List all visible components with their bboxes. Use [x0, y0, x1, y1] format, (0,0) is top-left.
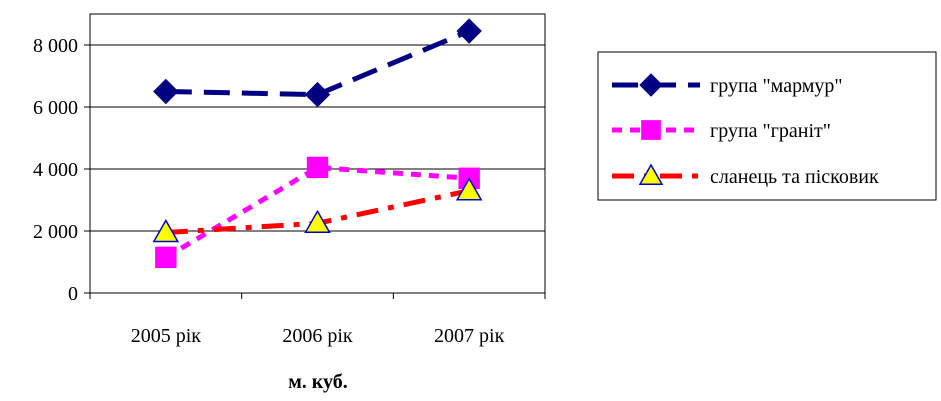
- y-tick-label: 8 000: [33, 35, 78, 57]
- marker-triangle: [455, 177, 483, 201]
- plot-area: [89, 13, 546, 294]
- x-tick-label: 2007 рік: [434, 325, 505, 347]
- marker-square: [306, 156, 329, 179]
- marker-triangle: [152, 219, 180, 243]
- legend-label: група "мармур": [710, 75, 843, 97]
- marker-diamond-legend: [639, 73, 663, 97]
- y-tick-label: 2 000: [33, 221, 78, 243]
- marker-diamond: [153, 78, 179, 105]
- marker-triangle: [304, 209, 331, 233]
- legend-label: сланець та пісковик: [710, 166, 879, 188]
- x-tick-label: 2006 рік: [282, 325, 353, 347]
- marker-triangle-legend: [638, 163, 664, 185]
- legend-label: група "граніт": [710, 120, 831, 142]
- marker-diamond: [456, 18, 482, 44]
- y-tick-label: 0: [68, 283, 78, 305]
- y-tick-label: 6 000: [33, 97, 78, 119]
- y-tick-label: 4 000: [33, 159, 78, 181]
- marker-diamond: [304, 81, 331, 108]
- marker-square: [155, 246, 177, 269]
- x-axis-title: м. куб.: [288, 371, 348, 393]
- series-line: [165, 28, 471, 98]
- x-tick-label: 2005 рік: [131, 325, 202, 347]
- legend: група "мармур" група "граніт" сланець та п…: [597, 51, 937, 201]
- marker-square-legend: [641, 120, 661, 140]
